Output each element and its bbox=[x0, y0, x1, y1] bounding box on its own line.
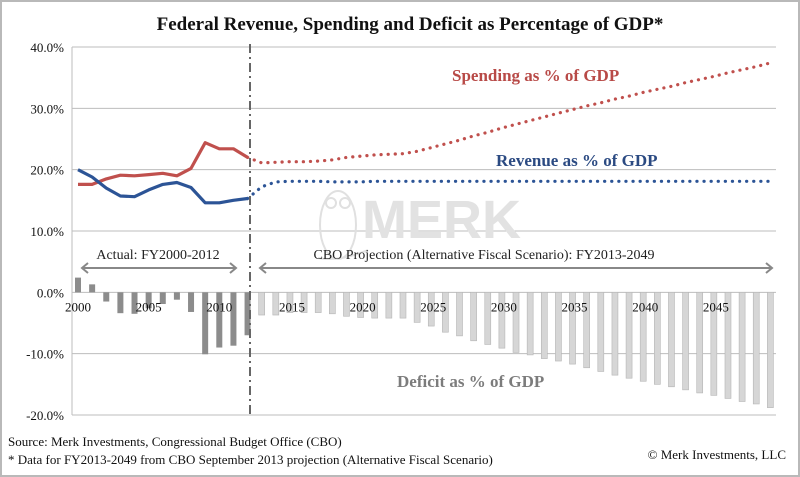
x-tick-label: 2010 bbox=[206, 299, 232, 314]
y-tick-label: 0.0% bbox=[37, 285, 64, 300]
owl-icon bbox=[317, 190, 369, 260]
deficit-bar bbox=[752, 292, 760, 405]
deficit-bar bbox=[442, 292, 449, 333]
y-tick-label: 40.0% bbox=[30, 40, 64, 55]
actual-range-label: Actual: FY2000-2012 bbox=[96, 248, 219, 263]
deficit-bar bbox=[470, 292, 477, 342]
y-tick-label: 10.0% bbox=[30, 224, 64, 239]
deficit-bar bbox=[540, 292, 548, 359]
y-tick-label: -20.0% bbox=[26, 408, 64, 423]
deficit-bar bbox=[399, 292, 407, 319]
x-tick-label: 2030 bbox=[491, 299, 517, 314]
deficit-bar bbox=[371, 292, 379, 319]
x-tick-label: 2005 bbox=[136, 299, 162, 314]
deficit-bar bbox=[188, 292, 195, 312]
chart-title: Federal Revenue, Spending and Deficit as… bbox=[157, 14, 664, 35]
watermark-text: MERK bbox=[362, 190, 521, 250]
y-tick-label: 20.0% bbox=[30, 163, 64, 178]
deficit-bar bbox=[272, 292, 280, 316]
deficit-bar bbox=[413, 292, 421, 323]
deficit-bar bbox=[75, 277, 81, 293]
deficit-bar bbox=[244, 292, 251, 336]
deficit-bar bbox=[89, 284, 96, 293]
deficit-bar bbox=[314, 292, 322, 313]
deficit-bar bbox=[767, 292, 774, 408]
deficit-bar bbox=[710, 292, 718, 396]
deficit-bar bbox=[300, 292, 308, 313]
deficit-bar bbox=[668, 292, 675, 388]
footer-note: * Data for FY2013-2049 from CBO Septembe… bbox=[8, 452, 493, 467]
footer-source: Source: Merk Investments, Congressional … bbox=[8, 434, 342, 449]
deficit-bar bbox=[159, 292, 166, 304]
deficit-bar bbox=[230, 292, 237, 346]
revenue-actual-line bbox=[77, 168, 248, 205]
spending-actual-line bbox=[78, 141, 249, 186]
deficit-bar bbox=[484, 292, 492, 345]
deficit-bar bbox=[682, 292, 689, 391]
deficit-bar bbox=[498, 292, 506, 349]
y-tick-label: 30.0% bbox=[30, 101, 64, 116]
deficit-bar bbox=[611, 292, 619, 376]
deficit-bar bbox=[173, 292, 180, 300]
deficit-label: Deficit as % of GDP bbox=[397, 372, 544, 391]
deficit-bar bbox=[258, 292, 265, 316]
revenue-label: Revenue as % of GDP bbox=[496, 151, 657, 170]
deficit-bar bbox=[286, 292, 294, 313]
deficit-bar bbox=[357, 292, 364, 318]
x-tick-label: 2045 bbox=[703, 299, 729, 314]
deficit-bar bbox=[456, 292, 463, 337]
deficit-bar bbox=[103, 292, 110, 302]
actual-range-arrow bbox=[80, 262, 238, 274]
x-tick-label: 2015 bbox=[279, 299, 305, 314]
spending-projection-line bbox=[246, 61, 773, 165]
spending-label: Spending as % of GDP bbox=[452, 66, 619, 85]
projection-range-arrow bbox=[258, 262, 774, 274]
y-tick-label: -10.0% bbox=[26, 347, 64, 362]
deficit-bar bbox=[385, 292, 393, 319]
deficit-bar bbox=[329, 292, 336, 315]
deficit-bars bbox=[75, 277, 774, 408]
deficit-bar bbox=[569, 292, 576, 365]
deficit-bar bbox=[555, 292, 562, 362]
series-lines bbox=[77, 61, 773, 205]
deficit-bar bbox=[583, 292, 590, 369]
deficit-bar bbox=[696, 292, 704, 394]
footer-copyright: © Merk Investments, LLC bbox=[648, 447, 786, 462]
deficit-bar bbox=[724, 292, 732, 399]
deficit-bar bbox=[145, 292, 152, 309]
deficit-bar bbox=[597, 292, 605, 372]
x-tick-label: 2025 bbox=[420, 299, 446, 314]
x-tick-label: 2040 bbox=[632, 299, 658, 314]
deficit-bar bbox=[216, 292, 223, 348]
x-tick-label: 2020 bbox=[350, 299, 376, 314]
deficit-bar bbox=[202, 292, 209, 355]
x-tick-label: 2000 bbox=[65, 299, 91, 314]
merk-watermark: MERK bbox=[317, 190, 521, 260]
deficit-bar bbox=[131, 292, 138, 314]
projection-range-label: CBO Projection (Alternative Fiscal Scena… bbox=[314, 248, 655, 263]
deficit-bar bbox=[738, 292, 746, 402]
deficit-bar bbox=[654, 292, 661, 385]
deficit-bar bbox=[343, 292, 350, 317]
deficit-bar bbox=[427, 292, 435, 327]
deficit-bar bbox=[512, 292, 520, 353]
deficit-bar bbox=[526, 292, 534, 356]
deficit-bar bbox=[625, 292, 633, 379]
x-axis-ticks: 2000 2005 2010 2015 2020 2025 2030 2035 2040 2045 bbox=[65, 299, 729, 314]
deficit-bar bbox=[639, 292, 647, 382]
deficit-bar bbox=[117, 292, 124, 314]
revenue-projection-line bbox=[246, 179, 773, 201]
x-tick-label: 2035 bbox=[562, 299, 588, 314]
y-axis-ticks: 40.0% 30.0% 20.0% 10.0% 0.0% -10.0% -20.0% bbox=[26, 40, 64, 423]
